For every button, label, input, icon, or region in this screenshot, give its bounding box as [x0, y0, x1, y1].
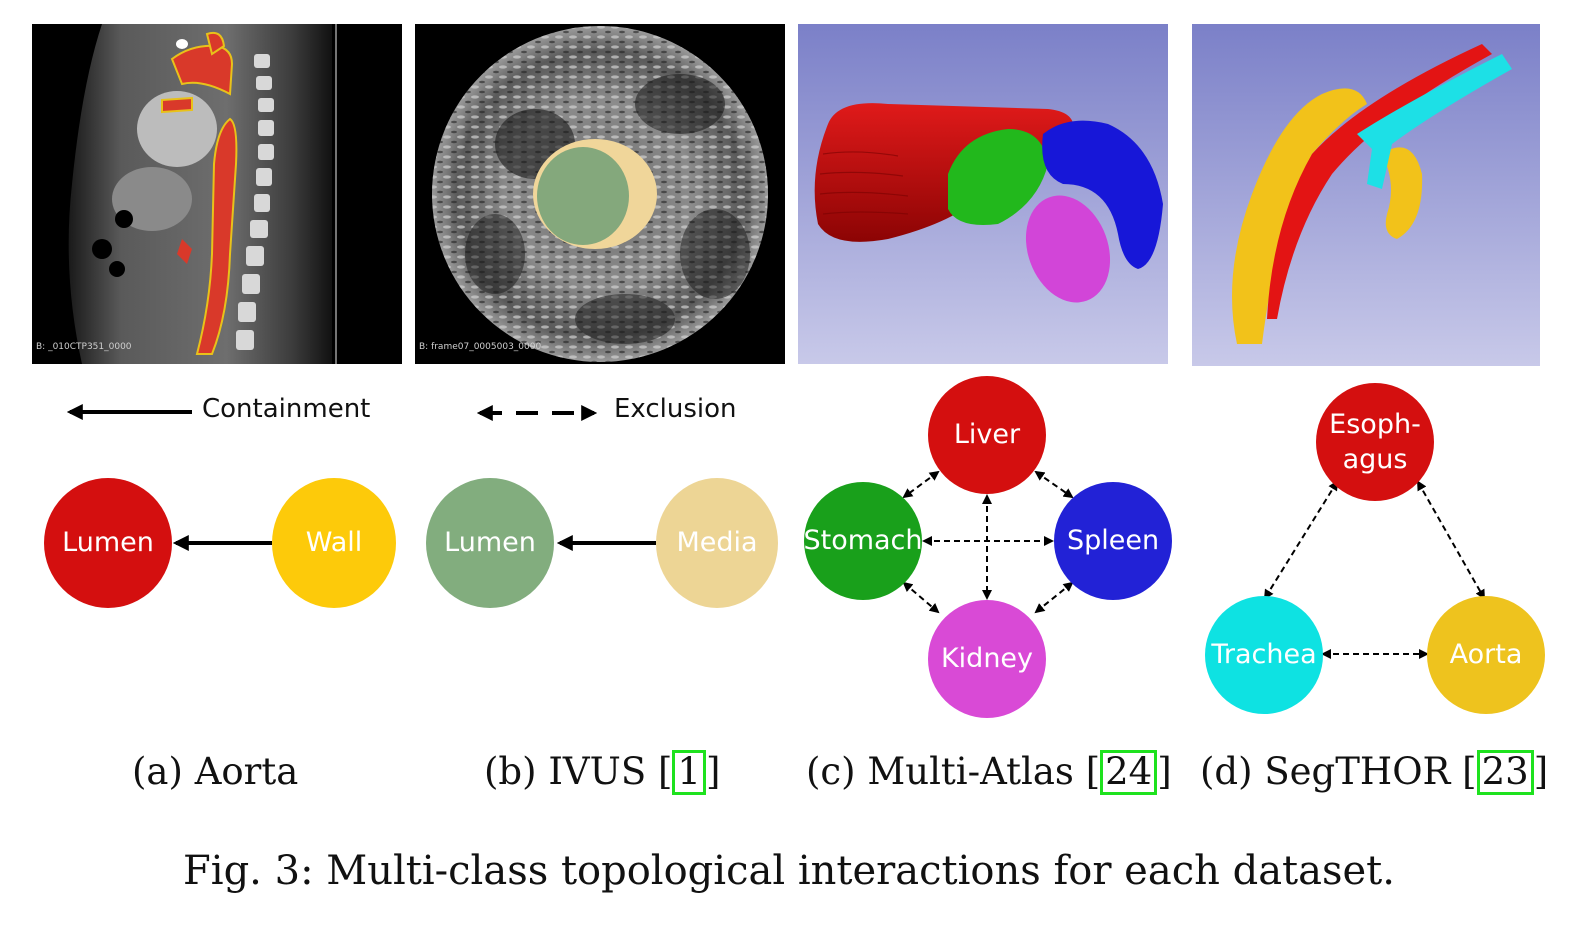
caption-c: (c) Multi-Atlas [24]	[806, 750, 1172, 795]
node-b-media: Media	[656, 478, 778, 608]
figure-caption: Fig. 3: Multi-class topological interact…	[183, 848, 1395, 894]
caption-c-citation[interactable]: 24	[1100, 750, 1158, 795]
panel-b-ivus-image: B: frame07_0005003_0000	[415, 24, 785, 364]
edge-c-stomach-kidney	[902, 581, 940, 614]
node-a-wall: Wall	[272, 478, 396, 608]
node-d-aorta: Aorta	[1427, 596, 1545, 714]
node-c-spleen: Spleen	[1054, 482, 1172, 600]
edge-c-liver-stomach	[902, 470, 940, 499]
caption-d-text: (d) SegTHOR	[1200, 750, 1463, 793]
caption-b: (b) IVUS [1]	[484, 750, 721, 795]
node-c-kidney: Kidney	[928, 600, 1046, 718]
caption-a-text: (a) Aorta	[132, 750, 299, 793]
panel-b-overlay-label: B: frame07_0005003_0000	[419, 342, 542, 352]
panel-a-ct-image: B: _010CTP351_0000	[32, 24, 402, 364]
caption-d: (d) SegTHOR [23]	[1200, 750, 1549, 795]
edge-d-esophagus-aorta	[1417, 480, 1485, 600]
legend-exclusion-label: Exclusion	[614, 394, 737, 424]
caption-d-citation[interactable]: 23	[1476, 750, 1534, 795]
edge-d-esophagus-trachea	[1263, 480, 1339, 600]
legend-containment-label: Containment	[202, 394, 371, 424]
edge-c-liver-spleen	[1034, 470, 1074, 499]
node-a-lumen: Lumen	[44, 478, 172, 608]
caption-c-text: (c) Multi-Atlas	[806, 750, 1086, 793]
node-c-liver: Liver	[928, 376, 1046, 494]
caption-a: (a) Aorta	[132, 750, 298, 793]
panel-d-3d-render	[1192, 24, 1540, 366]
node-d-esophagus-line2: agus	[1342, 444, 1408, 475]
node-d-esophagus: Esoph- agus	[1316, 383, 1434, 501]
panel-c-3d-render	[798, 24, 1168, 364]
caption-b-text: (b) IVUS	[484, 750, 658, 793]
node-d-esophagus-line1: Esoph-	[1329, 408, 1421, 440]
edge-c-spleen-kidney	[1034, 581, 1074, 614]
caption-b-citation[interactable]: 1	[672, 750, 706, 795]
node-b-lumen: Lumen	[426, 478, 554, 608]
node-c-stomach: Stomach	[803, 482, 923, 600]
panel-a-overlay-label: B: _010CTP351_0000	[36, 342, 132, 352]
node-d-trachea: Trachea	[1205, 596, 1323, 714]
